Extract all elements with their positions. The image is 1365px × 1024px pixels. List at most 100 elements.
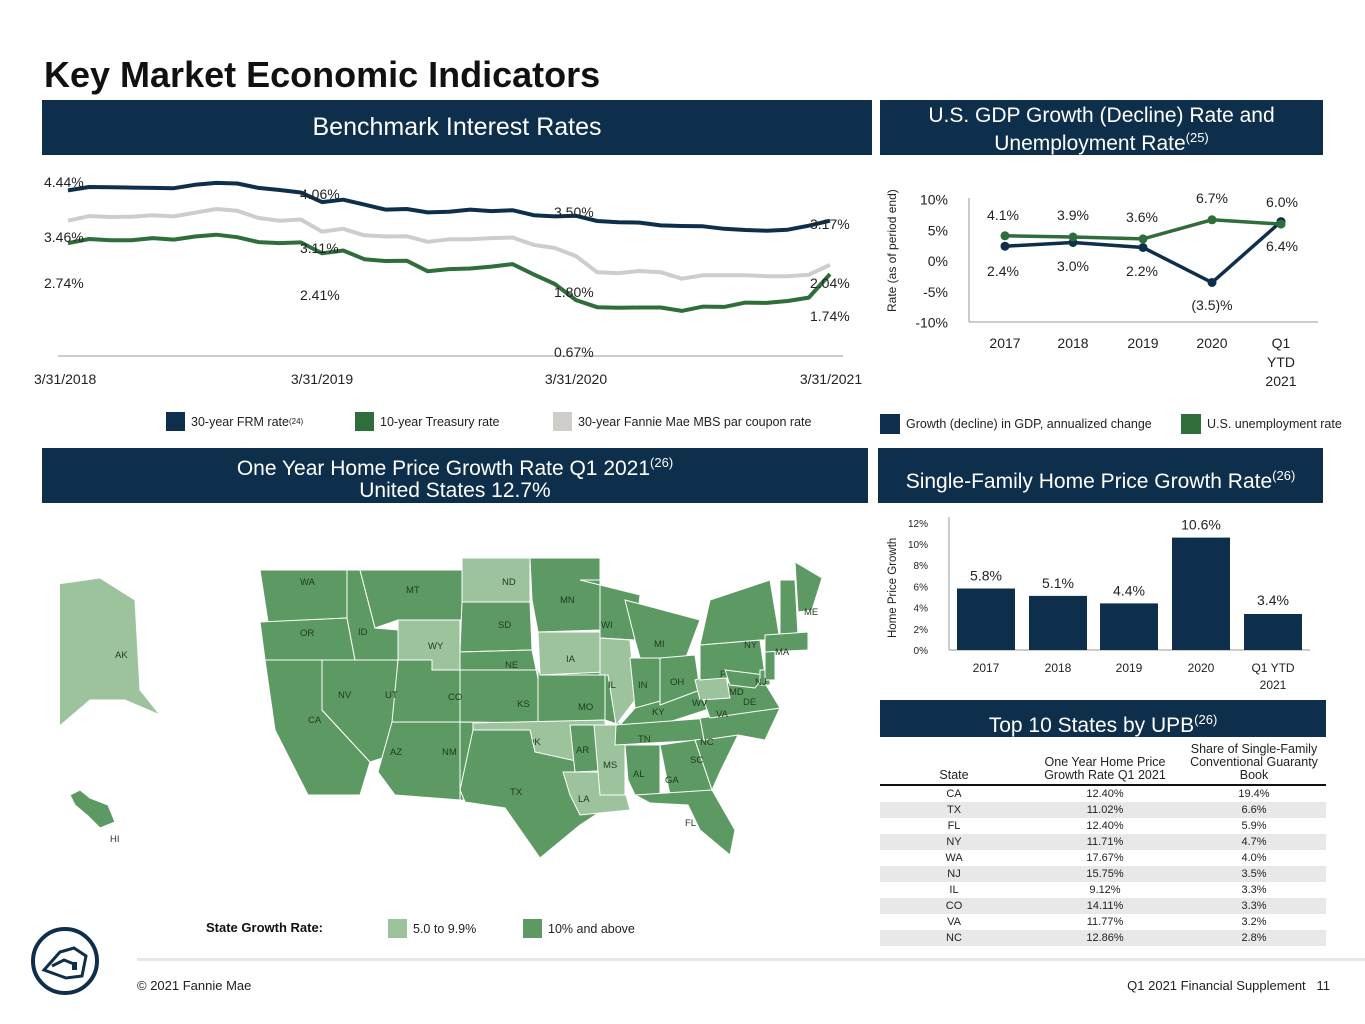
state-label-nj: NJ [755,677,767,688]
state-label-ut: UT [385,690,398,701]
state-label-ia: IA [566,654,576,665]
gdp-data-label: 2.4% [987,263,1019,279]
rates-x-label: 3/31/2018 [34,371,96,387]
state-shape-nv [321,659,399,763]
table-cell-share: 3.3% [1182,898,1326,914]
state-shape-nd [461,557,531,603]
map-legend-title: State Growth Rate: [206,920,324,935]
state-shape-sd [459,601,533,653]
gdp-data-label: (3.5)% [1191,297,1232,313]
state-shape-ma [764,631,809,653]
hpg-bar [1029,595,1087,650]
table-row: TX 11.02% 6.6% [880,802,1326,818]
legend-label-gdp: Growth (decline) in GDP, annualized chan… [906,417,1152,431]
table-row: VA 11.77% 3.2% [880,914,1326,930]
state-label-mo: MO [578,702,593,713]
state-label-nc: NC [700,737,714,748]
legend-label-treasury: 10-year Treasury rate [380,414,500,429]
page-title: Key Market Economic Indicators [44,54,601,95]
benchmark-rates-chart: 3/31/2018 3/31/2019 3/31/2020 3/31/2021 4.44… [34,174,862,387]
gdp-title-line1: U.S. GDP Growth (Decline) Rate and [928,104,1275,127]
gdp-data-label: 3.0% [1057,258,1089,274]
table-row: FL 12.40% 5.9% [880,818,1326,834]
hpg-bar-label: 5.1% [1042,575,1074,591]
logo-ring [31,927,99,995]
state-label-co: CO [448,692,462,703]
map-legend-low: 5.0 to 9.9% [388,919,476,938]
state-shape-mi [624,599,701,661]
hpg-bar-label: 4.4% [1113,582,1145,598]
footer-divider [137,958,1365,961]
us-home-price-map: WA OR CA ID NV MT WY UT AZ CO NM ND SD NE KS OK TX MN IA MO… [60,557,823,859]
gdp-title-sup: (25) [1185,130,1209,145]
state-label-ar: AR [576,745,589,756]
hpg-banner: Single-Family Home Price Growth Rate(26) [878,448,1323,503]
legend-gdp: Growth (decline) in GDP, annualized chan… [880,414,1152,434]
state-label-ga: GA [665,775,679,786]
hpg-y-tick: 4% [914,604,929,615]
table-row: WA 17.67% 4.0% [880,850,1326,866]
state-label-wv: WV [692,698,708,709]
rates-data-label: 3.11% [300,240,339,256]
table-cell-state: NY [880,834,1028,850]
state-label-me: ME [804,607,818,618]
gdp-x-label: 2017 [989,335,1020,351]
table-cell-state: TX [880,802,1028,818]
logo-door-icon [72,962,77,970]
state-label-ks: KS [517,699,530,710]
hpg-bar [1172,537,1230,650]
rates-x-label: 3/31/2020 [545,371,607,387]
hpg-title-sup: (26) [1272,468,1296,483]
table-cell-growth: 11.71% [1028,834,1182,850]
rates-data-label: 4.44% [44,174,84,190]
map-legend-label-low: 5.0 to 9.9% [413,921,477,936]
rates-data-label: 0.67% [554,344,594,360]
legend-swatch-frm [166,412,185,431]
table-cell-share: 3.2% [1241,916,1267,928]
logo-house-icon [41,946,88,980]
state-shape-me [794,561,823,613]
state-label-ne: NE [505,660,518,671]
map-legend-high: 10% and above [523,919,635,938]
state-label-wy: WY [428,641,444,652]
table-cell-share: 4.7% [1182,834,1326,850]
fannie-mae-logo [31,927,99,995]
state-shape-fl [633,789,736,856]
footer-copyright: © 2021 Fannie Mae [137,978,252,993]
table-cell-growth: 14.11% [1028,898,1182,914]
state-shape-nh [779,579,799,636]
gdp-data-label: 6.4% [1266,238,1298,254]
state-label-oh: OH [670,677,684,688]
gdp-x-label: YTD [1267,354,1295,370]
state-shape-ak [60,577,161,727]
logo-roof-icon [51,958,75,968]
rates-data-label: 3.46% [44,229,84,245]
hpg-y-tick: 8% [914,561,929,572]
state-label-id: ID [358,627,368,638]
gdp-y-axis-label: Rate (as of period end) [885,189,899,312]
legend-swatch-mbs [553,412,572,431]
hpg-bar [957,588,1015,650]
state-label-al: AL [633,769,645,780]
gdp-series-point-0 [1207,278,1217,287]
rates-series-line-2 [67,232,832,313]
state-label-md: MD [729,687,744,698]
gdp-x-label: Q1 [1272,335,1291,351]
table-cell-share: 2.8% [1182,930,1326,946]
footer-page-info: Q1 2021 Financial Supplement 11 [1127,978,1330,993]
legend-swatch-gdp [880,414,900,434]
gdp-series-point-1 [1000,231,1010,241]
top10-banner: Top 10 States by UPB(26) [880,700,1326,737]
table-cell-state: WA [945,852,963,864]
table-row: CO 14.11% 3.3% [880,898,1326,914]
state-label-fl: FL [685,818,696,829]
hpg-bar [1244,614,1302,650]
table-row: NJ 15.75% 3.5% [880,866,1326,882]
state-label-mt: MT [406,585,420,596]
unemployment-data-label: 3.6% [1126,209,1158,225]
gdp-series-point-0 [1138,243,1148,252]
map-banner: One Year Home Price Growth Rate Q1 2021(… [42,448,868,503]
state-label-la: LA [578,794,590,805]
state-label-wi: WI [601,620,613,631]
state-label-az: AZ [390,747,402,758]
